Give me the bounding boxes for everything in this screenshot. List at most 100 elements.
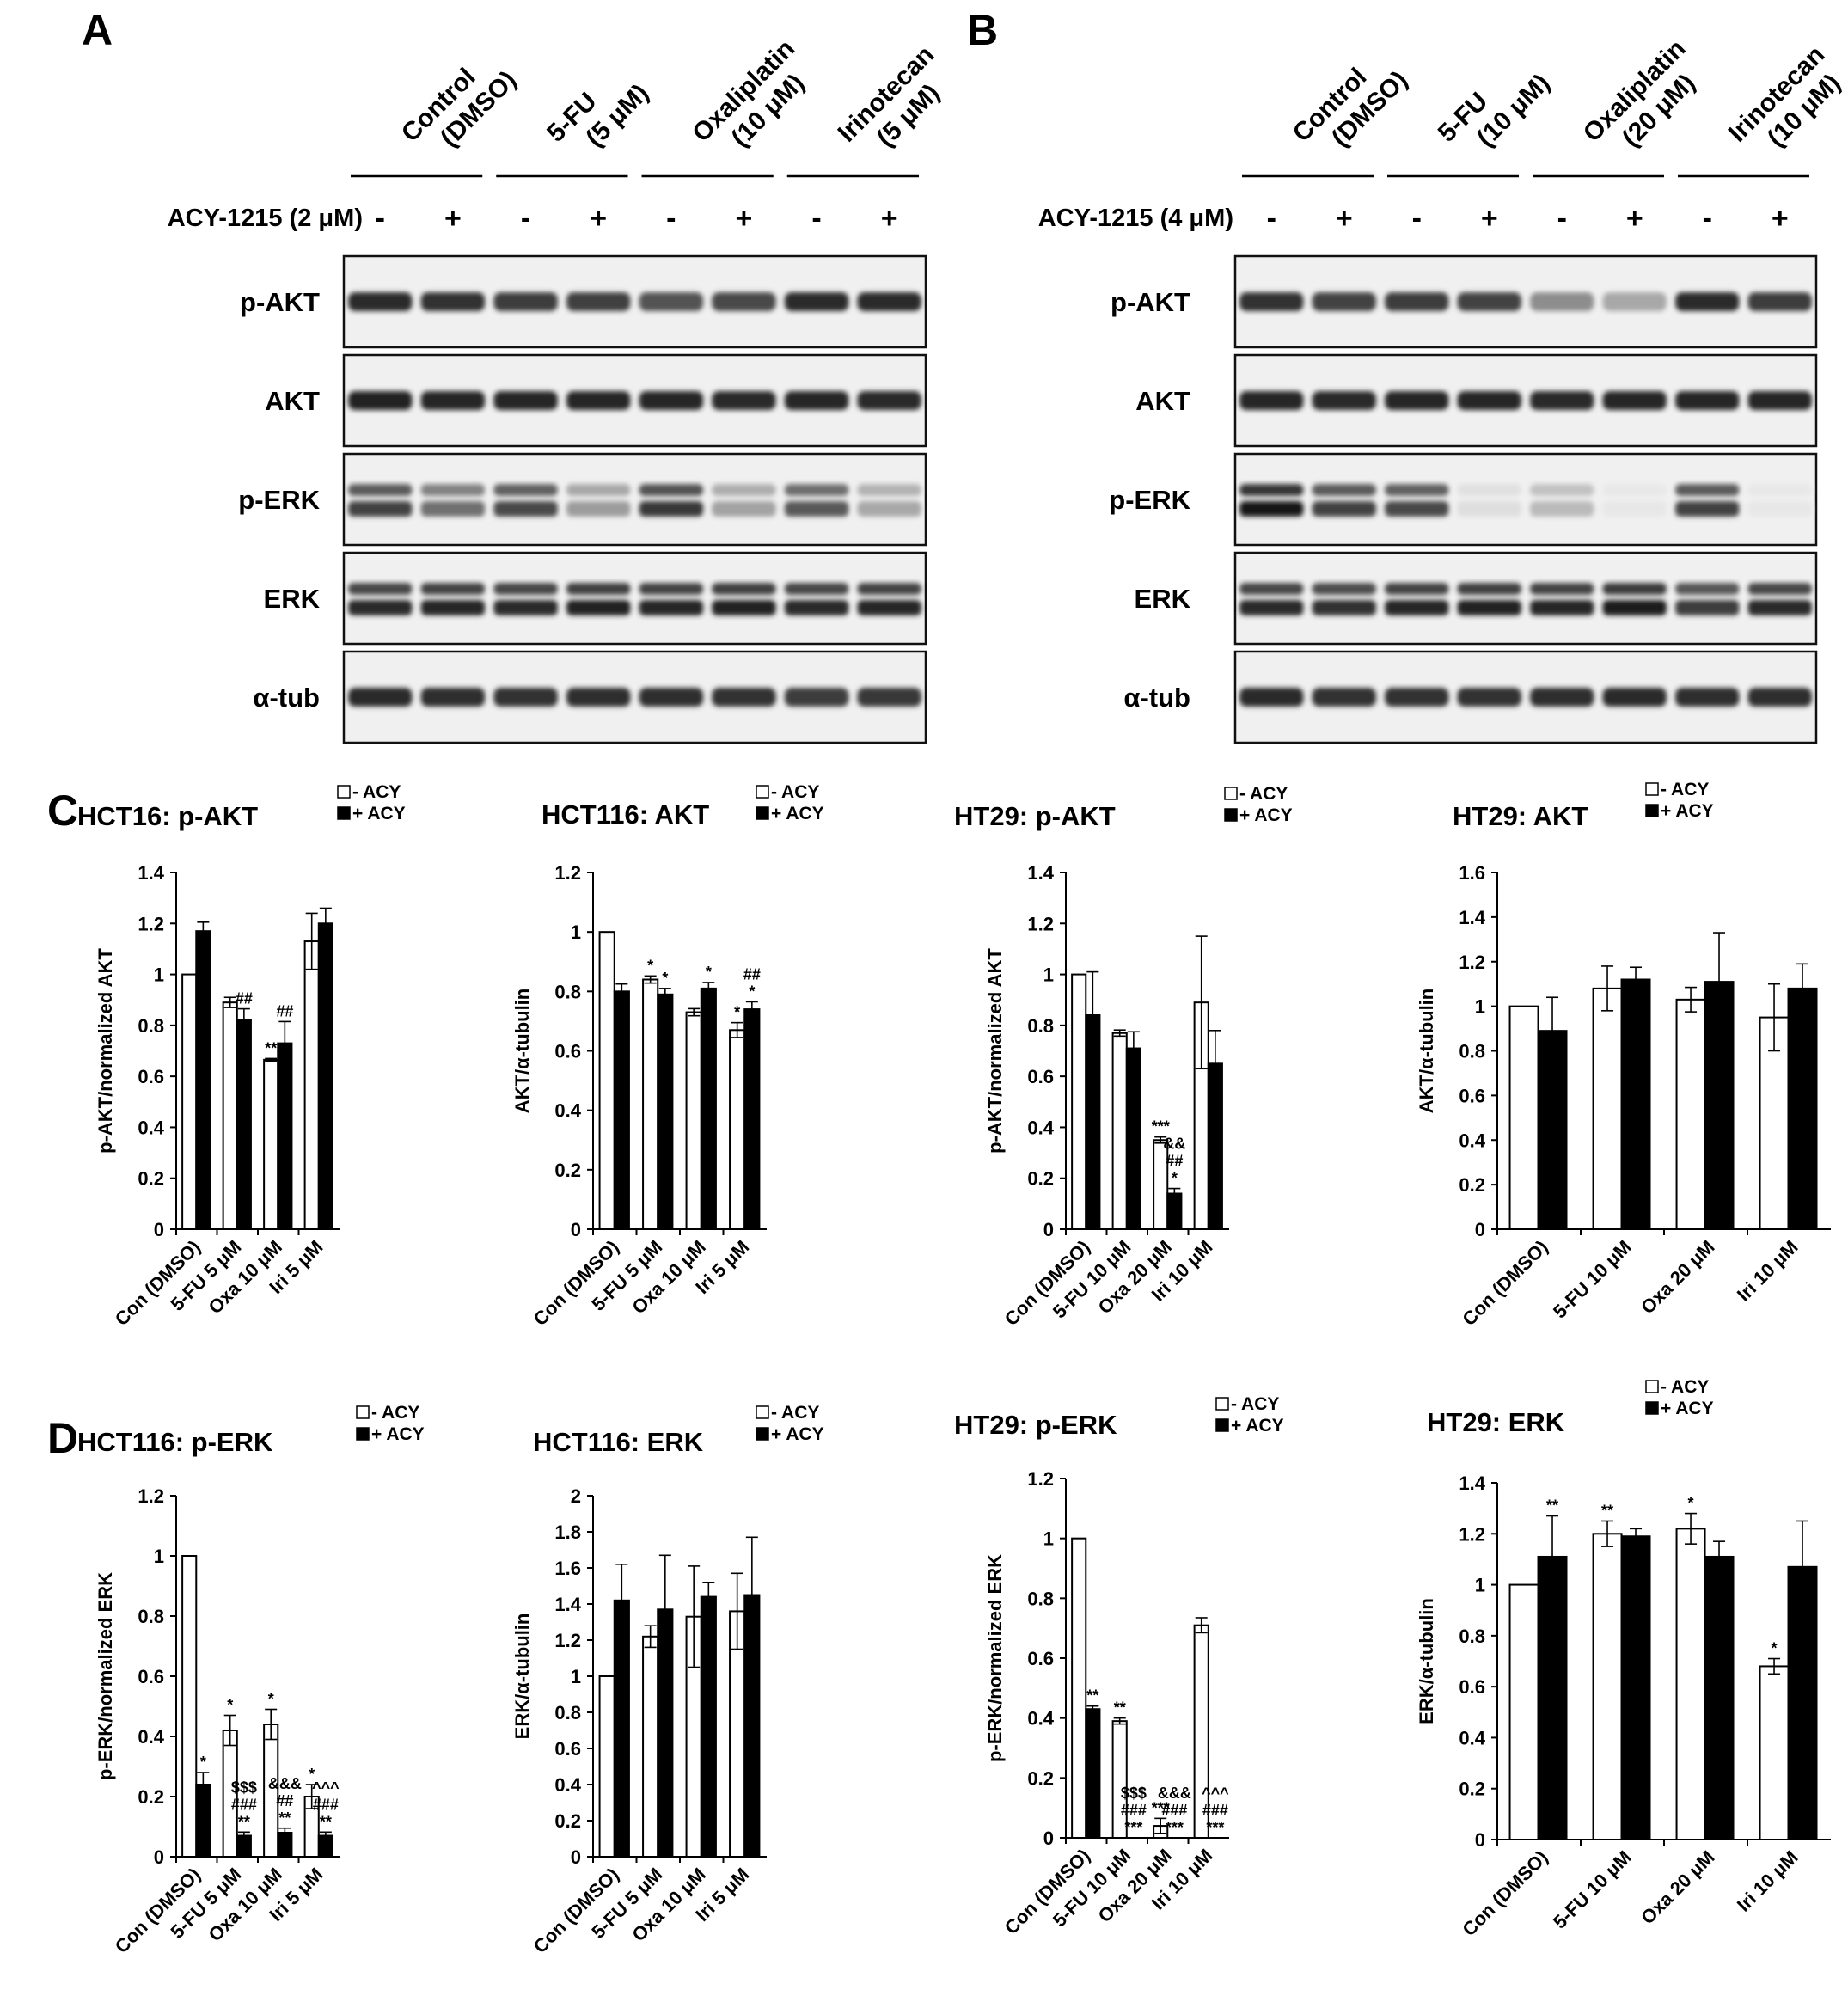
band bbox=[1312, 484, 1376, 496]
bar bbox=[743, 1008, 761, 1231]
band bbox=[639, 688, 704, 707]
band bbox=[639, 391, 704, 410]
y-tick-label: 1 bbox=[571, 1666, 581, 1687]
significance-mark: ^^^ ### *** bbox=[1202, 1785, 1229, 1836]
y-tick-label: 0 bbox=[1043, 1219, 1054, 1240]
chart-title: HCT116: p-ERK bbox=[77, 1427, 273, 1457]
y-tick-label: 1.2 bbox=[1459, 952, 1485, 973]
band bbox=[348, 292, 413, 311]
y-tick-label: 0.2 bbox=[1027, 1168, 1054, 1190]
treatment-sign: - bbox=[1412, 202, 1422, 235]
band bbox=[712, 484, 776, 496]
blot-row-label: α-tub bbox=[253, 683, 320, 713]
category-label: 5-FU 10 μM bbox=[1549, 1846, 1636, 1933]
band bbox=[1457, 501, 1521, 517]
band bbox=[348, 484, 413, 496]
blot-row-label: p-AKT bbox=[1111, 287, 1190, 317]
y-tick-label: 0.8 bbox=[554, 1702, 581, 1724]
band bbox=[348, 688, 413, 707]
y-axis-label: p-ERK/normalized ERK bbox=[95, 1572, 116, 1780]
blot-row-label: p-ERK bbox=[1109, 485, 1190, 515]
band bbox=[784, 391, 849, 410]
band bbox=[1747, 600, 1812, 615]
band bbox=[566, 688, 631, 707]
y-tick-label: 0 bbox=[571, 1846, 581, 1868]
band bbox=[420, 484, 486, 496]
y-axis-label: AKT/α-tubulin bbox=[511, 989, 533, 1113]
band bbox=[1530, 501, 1594, 517]
y-tick-label: 1 bbox=[154, 964, 164, 986]
y-tick-label: 1.2 bbox=[1027, 913, 1054, 934]
band bbox=[1602, 292, 1667, 311]
band bbox=[1747, 501, 1812, 517]
blot-strip bbox=[342, 551, 927, 646]
band bbox=[1239, 688, 1304, 707]
significance-mark: ## bbox=[276, 1002, 293, 1019]
band bbox=[784, 583, 849, 595]
y-axis-label: p-ERK/normalized ERK bbox=[984, 1554, 1006, 1762]
y-tick-label: 1.2 bbox=[1027, 1468, 1054, 1490]
bar bbox=[317, 922, 333, 1231]
significance-mark: * bbox=[1688, 1495, 1694, 1512]
band bbox=[712, 688, 776, 707]
treatment-label: ACY-1215 (2 μM) bbox=[168, 205, 363, 232]
band bbox=[1747, 391, 1812, 410]
bar bbox=[613, 1599, 630, 1858]
group-label: Oxaliplatin(20 μM) bbox=[1578, 34, 1713, 169]
significance-mark: ^^^ ### ** bbox=[312, 1779, 340, 1830]
legend-label: + ACY bbox=[1239, 805, 1293, 825]
legend-label: - ACY bbox=[1239, 784, 1288, 804]
chart-title: HCT116: ERK bbox=[533, 1427, 704, 1457]
significance-mark: ** bbox=[1546, 1497, 1558, 1515]
legend-swatch bbox=[1215, 1418, 1229, 1432]
band bbox=[493, 600, 558, 615]
bar bbox=[729, 1029, 746, 1230]
significance-mark: &&& ### *** bbox=[1158, 1785, 1191, 1836]
significance-mark: ** bbox=[1601, 1502, 1613, 1519]
blot-row-label: p-AKT bbox=[240, 287, 320, 317]
y-tick-label: 0.2 bbox=[1027, 1767, 1054, 1789]
bar bbox=[1592, 987, 1623, 1230]
band bbox=[1239, 292, 1304, 311]
western-blot-panels: Control(DMSO) 5-FU(5 μM) Oxaliplatin(10 μM… bbox=[168, 34, 1846, 744]
y-tick-label: 0.6 bbox=[1027, 1066, 1054, 1087]
bar bbox=[1125, 1047, 1141, 1231]
band bbox=[566, 484, 631, 496]
band bbox=[1239, 600, 1304, 615]
legend-label: - ACY bbox=[1231, 1394, 1279, 1414]
y-tick-label: 0.8 bbox=[1459, 1041, 1485, 1062]
band bbox=[1457, 688, 1521, 707]
band bbox=[1457, 600, 1521, 615]
y-tick-label: 1.4 bbox=[1459, 1473, 1485, 1494]
y-tick-label: 0 bbox=[154, 1219, 164, 1240]
band bbox=[784, 600, 849, 615]
band bbox=[1457, 292, 1521, 311]
y-tick-label: 1.2 bbox=[138, 913, 164, 934]
band bbox=[1457, 484, 1521, 496]
bar bbox=[181, 1555, 198, 1858]
y-tick-label: 1.4 bbox=[554, 1594, 581, 1615]
band bbox=[1747, 583, 1812, 595]
band bbox=[1530, 583, 1594, 595]
blot-row-label: ERK bbox=[264, 584, 321, 614]
band bbox=[1675, 688, 1740, 707]
bar bbox=[1787, 987, 1818, 1230]
band bbox=[493, 292, 558, 311]
category-label: 5-FU 10 μM bbox=[1549, 1236, 1636, 1323]
band bbox=[348, 600, 413, 615]
blot-strip bbox=[1233, 551, 1818, 646]
bar-chart-6: HCT116: ERK - ACY+ ACY 0 0.2 0.4 0.6 0.8 1 1.2 1.… bbox=[511, 1403, 824, 1957]
significance-mark: ** bbox=[1114, 1699, 1126, 1717]
y-tick-label: 0.4 bbox=[1459, 1727, 1485, 1748]
y-tick-label: 0.4 bbox=[138, 1117, 164, 1138]
category-label: Con (DMSO) bbox=[1458, 1236, 1551, 1330]
bar-chart-1: HCT16: p-AKT - ACY+ ACY 0 0.2 0.4 0.6 0.8 1 1.2 1… bbox=[77, 782, 406, 1330]
y-tick-label: 0 bbox=[1475, 1829, 1485, 1851]
treatment-sign: + bbox=[444, 202, 462, 235]
band bbox=[1457, 391, 1521, 410]
y-tick-label: 0 bbox=[571, 1219, 581, 1240]
bar bbox=[1675, 998, 1706, 1230]
treatment-sign: + bbox=[590, 202, 607, 235]
significance-mark: * bbox=[268, 1691, 274, 1708]
group-label: Control(DMSO) bbox=[1288, 44, 1413, 169]
